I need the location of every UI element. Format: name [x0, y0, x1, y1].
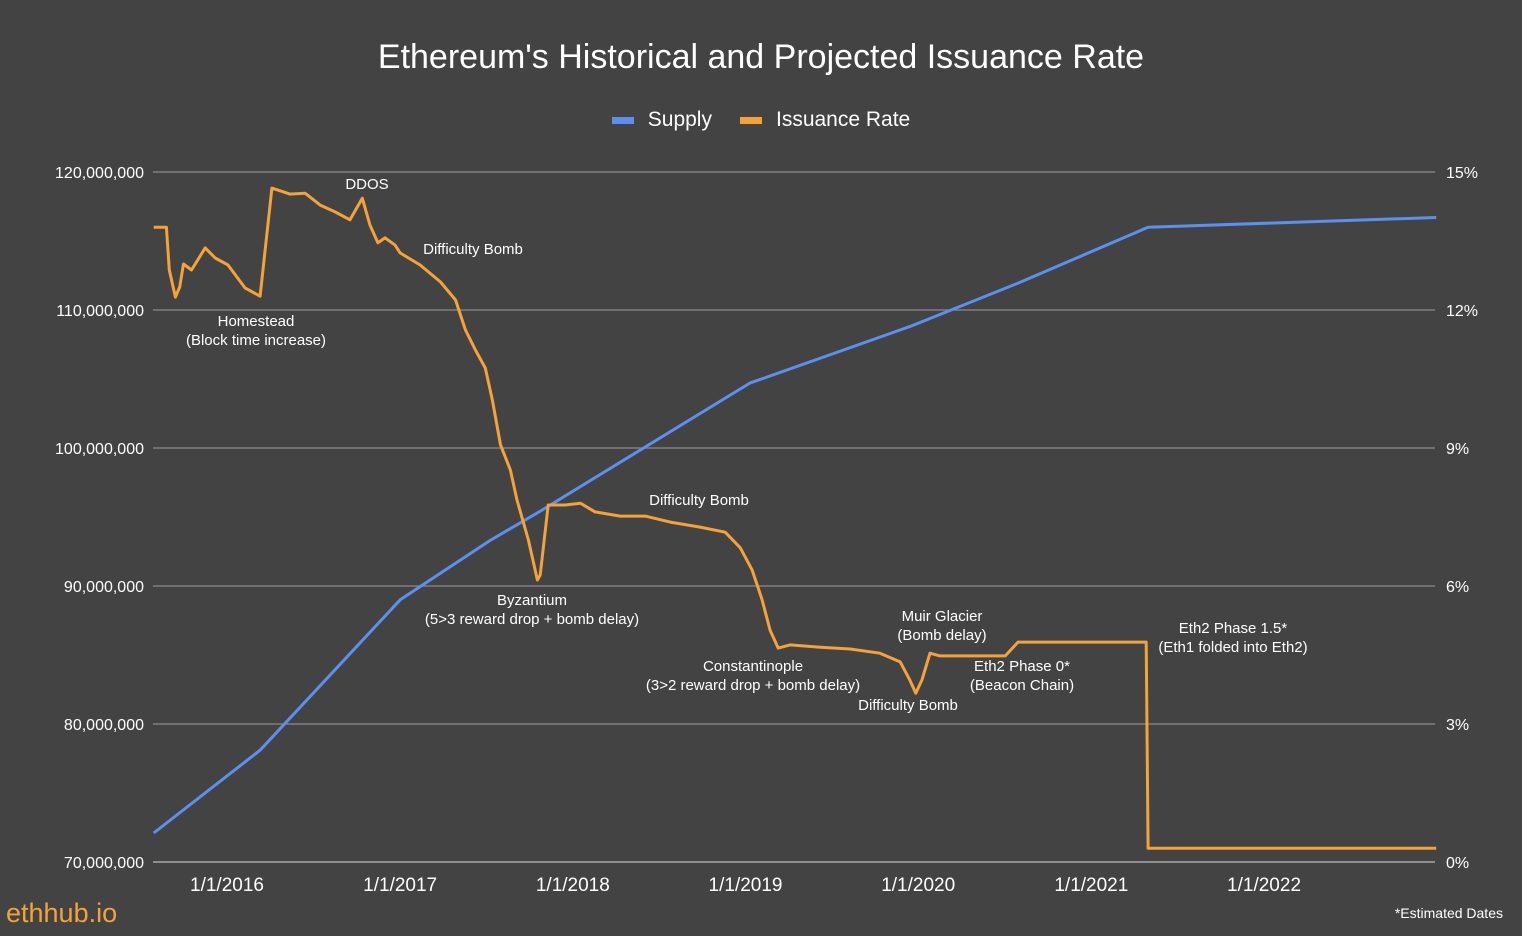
y-right-tick-label: 9%: [1446, 441, 1469, 458]
annotation-line: (Eth1 folded into Eth2): [1158, 639, 1308, 656]
x-tick-label: 1/1/2017: [363, 875, 437, 896]
legend-item-issuance-rate[interactable]: Issuance Rate: [739, 108, 911, 132]
x-tick-label: 1/1/2020: [881, 875, 955, 896]
annotation-difficulty-bomb-1: Difficulty Bomb: [423, 240, 523, 259]
annotation-line: Eth2 Phase 1.5*: [1178, 620, 1288, 637]
chart-title: Ethereum's Historical and Projected Issu…: [377, 38, 1145, 76]
legend-label-issuance-rate: Issuance Rate: [775, 108, 911, 131]
y-left-tick-label: 70,000,000: [64, 855, 144, 872]
annotation-difficulty-bomb-2: Difficulty Bomb: [649, 491, 749, 510]
legend-item-supply[interactable]: Supply: [611, 108, 712, 132]
annotation-line: Difficulty Bomb: [423, 241, 523, 258]
annotation-line: (5>3 reward drop + bomb delay): [424, 611, 640, 628]
annotation-line: DDOS: [345, 176, 389, 193]
y-right-tick-label: 0%: [1446, 855, 1469, 872]
annotation-byzantium: Byzantium (5>3 reward drop + bomb delay): [425, 591, 639, 629]
annotation-muir-glacier: Muir Glacier (Bomb delay): [897, 607, 986, 645]
legend-swatch-issuance-rate: [739, 116, 762, 124]
y-left-tick-label: 110,000,000: [56, 303, 144, 320]
brand-logo-text: ethhub.io: [6, 898, 118, 928]
y-left-tick-label: 80,000,000: [64, 717, 144, 734]
estimated-dates-note: *Estimated Dates: [1394, 905, 1503, 921]
annotation-line: Byzantium: [496, 592, 568, 609]
annotation-constantinople: Constantinople (3>2 reward drop + bomb de…: [646, 657, 860, 695]
annotation-difficulty-bomb-3: Difficulty Bomb: [858, 696, 958, 715]
x-tick-label: 1/1/2018: [536, 875, 610, 896]
legend: Supply Issuance Rate: [0, 108, 1522, 132]
y-right-tick-label: 6%: [1446, 579, 1469, 596]
annotation-line: (Beacon Chain): [969, 677, 1075, 694]
legend-label-supply: Supply: [647, 108, 712, 131]
y-left-tick-label: 90,000,000: [64, 579, 144, 596]
x-tick-label: 1/1/2022: [1227, 875, 1301, 896]
x-tick-label: 1/1/2019: [709, 875, 783, 896]
series-line-supply: [152, 216, 1437, 835]
y-left-tick-label: 120,000,000: [55, 165, 144, 182]
y-right-tick-label: 12%: [1446, 303, 1478, 320]
annotation-line: Difficulty Bomb: [858, 697, 958, 714]
annotation-line: Constantinople: [702, 658, 804, 675]
annotation-eth2-phase-0: Eth2 Phase 0* (Beacon Chain): [970, 657, 1074, 695]
y-left-tick-label: 100,000,000: [55, 441, 144, 458]
annotation-eth2-phase-1-5: Eth2 Phase 1.5* (Eth1 folded into Eth2): [1158, 619, 1307, 657]
legend-swatch-supply: [611, 116, 634, 124]
y-right-tick-label: 15%: [1446, 165, 1478, 182]
y-right-tick-label: 3%: [1446, 717, 1469, 734]
annotation-ddos: DDOS: [345, 175, 388, 194]
annotation-line: (Bomb delay): [897, 627, 987, 644]
annotation-line: Difficulty Bomb: [649, 492, 749, 509]
annotation-homestead: Homestead (Block time increase): [186, 312, 326, 350]
annotation-line: Eth2 Phase 0*: [974, 658, 1070, 675]
series-line-issuance-rate: [153, 186, 1437, 850]
annotation-line: Homestead: [217, 313, 295, 330]
annotation-line: (3>2 reward drop + bomb delay): [645, 677, 861, 694]
x-tick-label: 1/1/2021: [1054, 875, 1128, 896]
annotation-line: Muir Glacier: [901, 608, 983, 625]
x-tick-label: 1/1/2016: [190, 875, 264, 896]
annotation-line: (Block time increase): [185, 332, 327, 349]
